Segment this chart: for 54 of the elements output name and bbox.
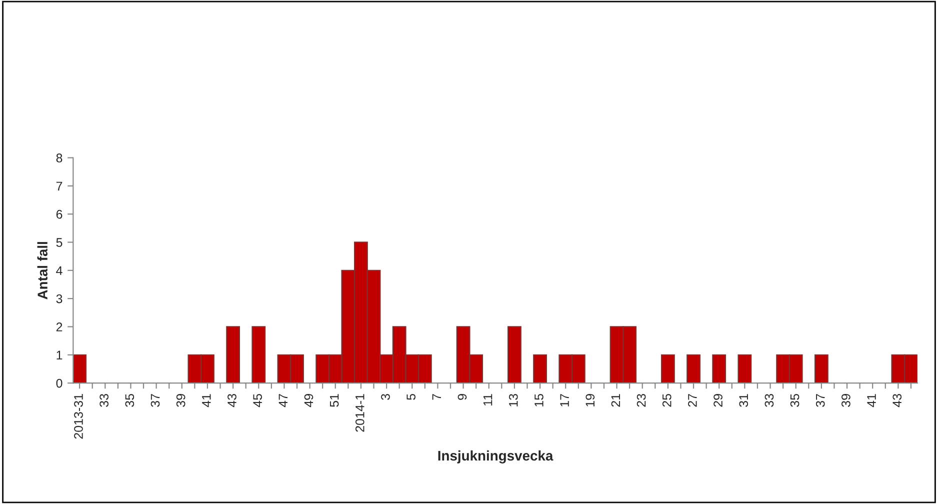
x-tick-label: 2013-31	[74, 394, 83, 439]
x-tick-label: 49	[304, 394, 314, 408]
x-tick-label: 37	[150, 394, 160, 407]
x-tick-label: 43	[892, 394, 902, 408]
bar	[508, 326, 522, 384]
x-tick-label: 35	[125, 394, 134, 407]
x-tick-label: 27	[688, 394, 697, 407]
x-tick-label: 39	[842, 394, 850, 407]
y-tick-label: 8	[56, 154, 62, 162]
bar	[660, 354, 675, 384]
bar	[533, 354, 547, 384]
y-tick-label: 4	[56, 266, 62, 275]
x-tick-label: 41	[202, 394, 211, 408]
x-tick-label: 45	[253, 394, 262, 408]
x-tick-label: 37	[816, 394, 825, 407]
x-tick-label: 19	[586, 394, 595, 406]
bar	[814, 354, 828, 384]
bar	[252, 326, 266, 384]
y-tick-label: 5	[56, 238, 62, 247]
x-tick-label: 11	[484, 394, 492, 406]
bar	[712, 354, 726, 384]
x-tick-label: 3	[381, 394, 390, 400]
x-tick-label: 51	[330, 394, 339, 407]
x-tick-label: 33	[100, 394, 108, 407]
y-tick-label: 2	[56, 322, 62, 332]
x-tick-label: 9	[458, 394, 467, 400]
x-tick-label: 5	[406, 394, 416, 400]
bar	[226, 326, 240, 384]
x-tick-label: 47	[278, 394, 288, 408]
x-axis-title: Insjukningsvecka	[438, 450, 554, 464]
x-tick-label: 39	[176, 394, 186, 407]
x-tick-label: 2014-1	[355, 394, 364, 432]
x-tick-label: 15	[534, 394, 544, 406]
y-tick-label: 0	[56, 378, 62, 388]
x-tick-label: 23	[636, 394, 646, 407]
x-tick-label: 33	[764, 394, 774, 407]
x-tick-label: 21	[611, 394, 620, 407]
bar	[73, 354, 87, 384]
y-tick-label: 6	[56, 210, 62, 219]
y-tick-label: 1	[56, 350, 62, 360]
bar	[738, 354, 752, 384]
x-tick-label: 31	[739, 394, 748, 407]
x-tick-label: 13	[508, 394, 518, 406]
x-tick-label: 29	[714, 394, 722, 407]
x-tick-label: 43	[228, 394, 236, 408]
x-tick-label: 41	[867, 394, 876, 408]
x-tick-label: 7	[432, 394, 441, 400]
x-tick-label: 25	[662, 394, 672, 407]
bar	[686, 354, 700, 384]
y-axis-title: Antal fall	[37, 242, 48, 300]
y-tick-label: 7	[56, 182, 62, 190]
x-tick-label: 35	[790, 394, 800, 407]
x-tick-label: 17	[560, 394, 569, 406]
y-tick-label: 3	[56, 294, 62, 304]
